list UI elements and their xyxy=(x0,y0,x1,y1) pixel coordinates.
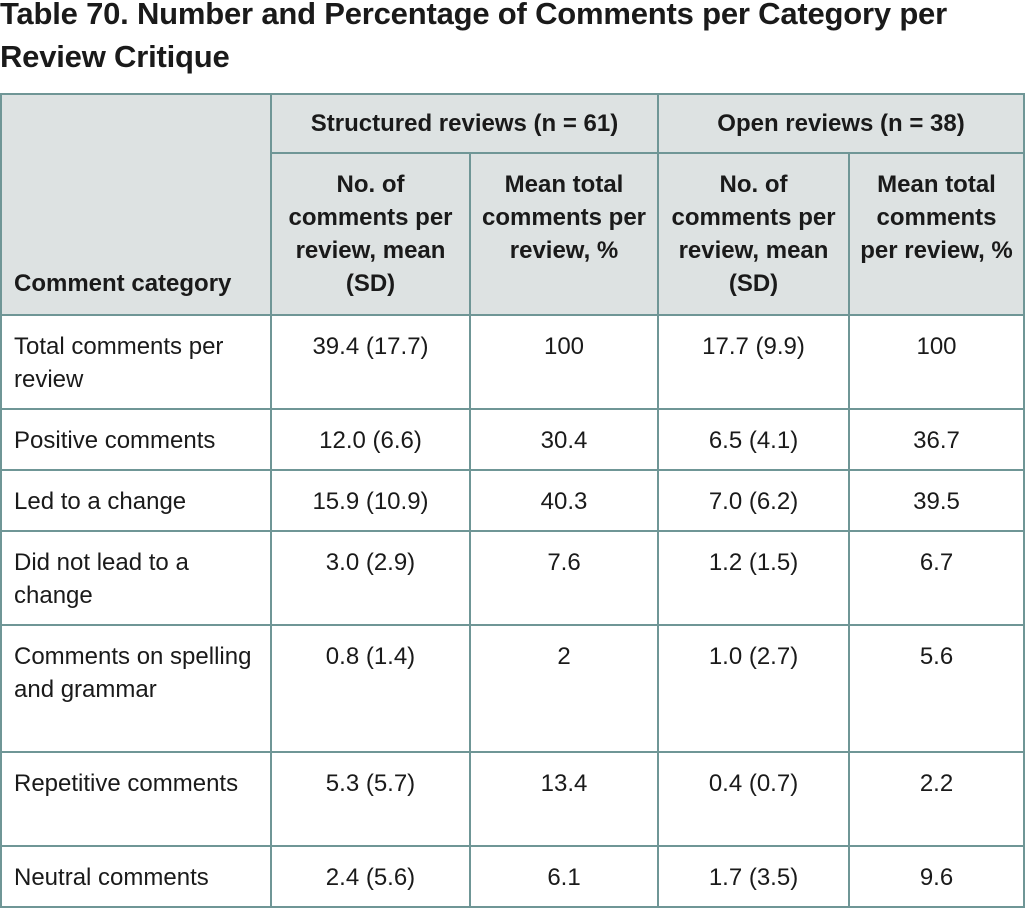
table-body: Total comments per review 39.4 (17.7) 10… xyxy=(0,314,1025,908)
table-title: Table 70. Number and Percentage of Comme… xyxy=(0,0,947,74)
table-row: Repetitive comments 5.3 (5.7) 13.4 0.4 (… xyxy=(0,751,1025,847)
structured-mean-cell: 0.8 (1.4) xyxy=(270,624,471,753)
table-row: Comments on spelling and grammar 0.8 (1.… xyxy=(0,624,1025,753)
row-category: Positive comments xyxy=(0,408,272,471)
open-mean-cell: 7.0 (6.2) xyxy=(657,469,851,532)
row-category: Led to a change xyxy=(0,469,272,532)
header-group-structured-reviews: Structured reviews (n = 61) xyxy=(269,93,660,154)
row-category: Repetitive comments xyxy=(0,751,272,847)
table-row: Did not lead to a change 3.0 (2.9) 7.6 1… xyxy=(0,530,1025,626)
comments-table: Comment category Structured reviews (n =… xyxy=(0,93,1025,908)
open-pct-cell: 5.6 xyxy=(848,624,1025,753)
header-structured-pct: Mean total comments per review, % xyxy=(468,152,660,316)
header-group-row: Comment category Structured reviews (n =… xyxy=(0,93,1025,316)
structured-pct-cell: 40.3 xyxy=(468,469,660,532)
open-pct-cell: 39.5 xyxy=(848,469,1025,532)
row-category: Neutral comments xyxy=(0,845,272,908)
open-pct-cell: 9.6 xyxy=(848,845,1025,908)
structured-pct-cell: 6.1 xyxy=(468,845,660,908)
header-open-pct: Mean total comments per review, % xyxy=(848,152,1025,316)
row-category: Did not lead to a change xyxy=(0,530,272,626)
open-pct-cell: 6.7 xyxy=(848,530,1025,626)
table-row: Led to a change 15.9 (10.9) 40.3 7.0 (6.… xyxy=(0,469,1025,532)
open-pct-cell: 100 xyxy=(848,314,1025,410)
open-mean-cell: 1.7 (3.5) xyxy=(657,845,851,908)
structured-mean-cell: 5.3 (5.7) xyxy=(270,751,471,847)
open-mean-cell: 6.5 (4.1) xyxy=(657,408,851,471)
table-row: Total comments per review 39.4 (17.7) 10… xyxy=(0,314,1025,410)
structured-pct-cell: 100 xyxy=(468,314,660,410)
open-mean-cell: 0.4 (0.7) xyxy=(657,751,851,847)
header-subcolumn-row: No. of comments per review, mean (SD) Me… xyxy=(1,152,1025,316)
table-header: Comment category Structured reviews (n =… xyxy=(0,93,1025,316)
structured-mean-cell: 3.0 (2.9) xyxy=(270,530,471,626)
row-category: Comments on spelling and grammar xyxy=(0,624,272,753)
structured-pct-cell: 2 xyxy=(468,624,660,753)
open-pct-cell: 36.7 xyxy=(848,408,1025,471)
open-mean-cell: 1.0 (2.7) xyxy=(657,624,851,753)
structured-mean-cell: 2.4 (5.6) xyxy=(270,845,471,908)
header-group-open-reviews: Open reviews (n = 38) xyxy=(657,93,1025,154)
table-row: Neutral comments 2.4 (5.6) 6.1 1.7 (3.5)… xyxy=(0,845,1025,908)
table-row: Positive comments 12.0 (6.6) 30.4 6.5 (4… xyxy=(0,408,1025,471)
structured-mean-cell: 12.0 (6.6) xyxy=(270,408,471,471)
header-comment-category: Comment category xyxy=(0,93,272,316)
row-category: Total comments per review xyxy=(0,314,272,410)
structured-mean-cell: 15.9 (10.9) xyxy=(270,469,471,532)
structured-pct-cell: 30.4 xyxy=(468,408,660,471)
structured-pct-cell: 7.6 xyxy=(468,530,660,626)
structured-pct-cell: 13.4 xyxy=(468,751,660,847)
header-open-mean-sd: No. of comments per review, mean (SD) xyxy=(657,152,851,316)
open-pct-cell: 2.2 xyxy=(848,751,1025,847)
open-mean-cell: 1.2 (1.5) xyxy=(657,530,851,626)
header-structured-mean-sd: No. of comments per review, mean (SD) xyxy=(270,152,471,316)
structured-mean-cell: 39.4 (17.7) xyxy=(270,314,471,410)
open-mean-cell: 17.7 (9.9) xyxy=(657,314,851,410)
